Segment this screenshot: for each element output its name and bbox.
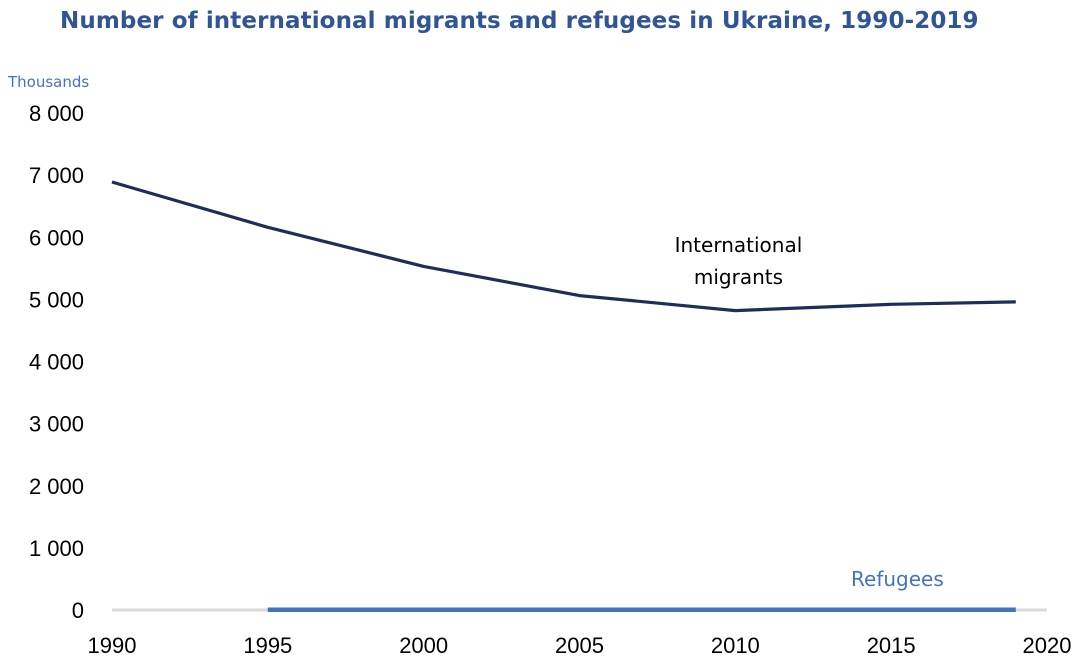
x-tick-label: 2015: [867, 633, 916, 658]
international-migrants-label: migrants: [694, 265, 783, 289]
chart-title: Number of international migrants and ref…: [60, 8, 979, 34]
refugees-label: Refugees: [851, 567, 944, 591]
x-tick-label: 1995: [243, 633, 292, 658]
y-tick-label: 1 000: [29, 536, 84, 561]
y-tick-label: 6 000: [29, 225, 84, 250]
series-annotations: International migrants Refugees: [675, 233, 944, 591]
international-migrants-label: International: [675, 233, 803, 257]
y-tick-label: 7 000: [29, 163, 84, 188]
y-tick-label: 8 000: [29, 101, 84, 126]
y-tick-label: 4 000: [29, 350, 84, 375]
y-tick-label: 2 000: [29, 474, 84, 499]
y-axis-unit-label: Thousands: [8, 73, 90, 91]
series-lines: [111, 180, 1016, 613]
x-axis-ticks: 1990 1995 2000 2005 2010 2015 2020: [88, 633, 1072, 658]
y-tick-label: 3 000: [29, 412, 84, 437]
x-tick-label: 2005: [555, 633, 604, 658]
international-migrants-line: [111, 180, 1016, 313]
y-tick-label: 0: [72, 598, 84, 623]
x-tick-label: 2020: [1023, 633, 1072, 658]
x-tick-label: 2000: [399, 633, 448, 658]
x-tick-label: 1990: [88, 633, 137, 658]
y-tick-label: 5 000: [29, 287, 84, 312]
y-axis-ticks: 0 1 000 2 000 3 000 4 000 5 000 6 000 7 000 8 00…: [29, 101, 84, 623]
x-tick-label: 2010: [711, 633, 760, 658]
